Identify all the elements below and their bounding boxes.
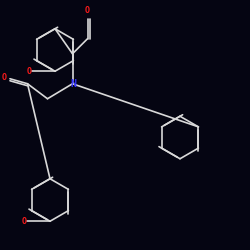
Text: O: O [85,6,90,15]
Text: O: O [1,73,6,82]
Text: O: O [26,67,31,76]
Text: O: O [21,217,26,226]
Text: N: N [71,79,77,89]
